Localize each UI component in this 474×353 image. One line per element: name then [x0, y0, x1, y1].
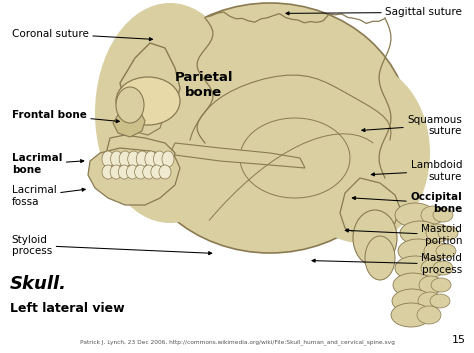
Ellipse shape — [102, 165, 114, 179]
Ellipse shape — [392, 289, 432, 313]
Ellipse shape — [431, 278, 451, 292]
Ellipse shape — [116, 77, 180, 125]
Ellipse shape — [393, 273, 433, 297]
Ellipse shape — [398, 239, 438, 263]
Text: Mastoid
portion: Mastoid portion — [345, 224, 462, 246]
Ellipse shape — [395, 256, 435, 280]
Ellipse shape — [110, 165, 122, 179]
Ellipse shape — [137, 151, 148, 167]
Ellipse shape — [159, 165, 171, 179]
Text: Frontal bone: Frontal bone — [12, 110, 119, 122]
Ellipse shape — [400, 221, 440, 245]
Ellipse shape — [154, 151, 165, 167]
Ellipse shape — [421, 206, 445, 224]
Ellipse shape — [391, 303, 431, 327]
Ellipse shape — [130, 3, 410, 253]
Ellipse shape — [135, 165, 146, 179]
Ellipse shape — [426, 224, 450, 242]
Ellipse shape — [135, 98, 285, 208]
Ellipse shape — [118, 165, 130, 179]
Text: Parietal
bone: Parietal bone — [174, 71, 233, 99]
Polygon shape — [113, 108, 145, 137]
Ellipse shape — [395, 203, 435, 227]
Ellipse shape — [128, 151, 140, 167]
Ellipse shape — [418, 292, 442, 310]
Ellipse shape — [116, 87, 144, 123]
Text: Mastoid
process: Mastoid process — [312, 253, 462, 275]
Text: 15: 15 — [452, 335, 466, 345]
Ellipse shape — [240, 118, 350, 198]
Ellipse shape — [110, 151, 123, 167]
Ellipse shape — [151, 165, 163, 179]
Text: Skull.: Skull. — [10, 275, 67, 293]
Polygon shape — [172, 143, 305, 168]
Ellipse shape — [145, 151, 157, 167]
Text: Lacrimal
fossa: Lacrimal fossa — [12, 185, 85, 207]
Text: Styloid
process: Styloid process — [12, 234, 212, 256]
Ellipse shape — [433, 261, 453, 275]
Ellipse shape — [438, 226, 458, 240]
Text: Sagittal suture: Sagittal suture — [286, 7, 462, 17]
Ellipse shape — [419, 276, 443, 294]
Text: Patrick J. Lynch, 23 Dec 2006, http://commons.wikimedia.org/wiki/File:Skull_huma: Patrick J. Lynch, 23 Dec 2006, http://co… — [80, 339, 394, 345]
Ellipse shape — [421, 259, 445, 277]
Ellipse shape — [433, 208, 453, 222]
Ellipse shape — [436, 244, 456, 258]
Ellipse shape — [102, 151, 114, 167]
Ellipse shape — [365, 236, 395, 280]
Ellipse shape — [143, 165, 155, 179]
Polygon shape — [125, 93, 165, 135]
Ellipse shape — [127, 165, 138, 179]
Ellipse shape — [430, 294, 450, 308]
Polygon shape — [340, 178, 400, 235]
Text: Coronal suture: Coronal suture — [12, 29, 153, 41]
Text: Occipital
bone: Occipital bone — [352, 192, 462, 214]
Polygon shape — [107, 135, 175, 175]
Ellipse shape — [290, 63, 430, 243]
Ellipse shape — [95, 3, 245, 223]
Text: Lacrimal
bone: Lacrimal bone — [12, 153, 84, 175]
Text: Left lateral view: Left lateral view — [10, 302, 125, 315]
Ellipse shape — [162, 151, 174, 167]
Ellipse shape — [417, 306, 441, 324]
Ellipse shape — [353, 210, 397, 266]
Text: Lambdoid
suture: Lambdoid suture — [371, 160, 462, 182]
Ellipse shape — [119, 151, 131, 167]
Polygon shape — [88, 148, 180, 205]
Polygon shape — [120, 43, 180, 123]
Text: Squamous
suture: Squamous suture — [362, 114, 462, 136]
Ellipse shape — [424, 242, 448, 260]
